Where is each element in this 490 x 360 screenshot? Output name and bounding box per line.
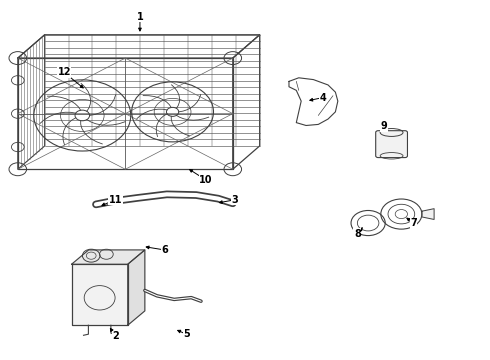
Text: 7: 7 — [410, 218, 417, 228]
Polygon shape — [72, 264, 128, 325]
Text: 2: 2 — [112, 331, 119, 341]
Text: 8: 8 — [354, 229, 361, 239]
FancyBboxPatch shape — [376, 131, 408, 158]
Polygon shape — [128, 250, 145, 325]
Text: 1: 1 — [137, 12, 143, 22]
Text: 6: 6 — [161, 245, 168, 255]
Polygon shape — [72, 250, 145, 264]
Text: 9: 9 — [381, 121, 388, 131]
Text: 4: 4 — [320, 93, 326, 103]
Text: 5: 5 — [183, 329, 190, 339]
Text: 3: 3 — [232, 195, 239, 205]
Text: 12: 12 — [57, 67, 71, 77]
Text: 11: 11 — [109, 195, 122, 205]
Text: 10: 10 — [199, 175, 213, 185]
Polygon shape — [422, 209, 434, 220]
